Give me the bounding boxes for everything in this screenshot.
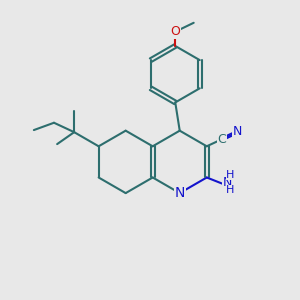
Text: O: O [170, 25, 180, 38]
Text: H: H [226, 185, 234, 195]
Text: N: N [175, 186, 185, 200]
Text: C: C [217, 133, 226, 146]
Text: H: H [226, 169, 234, 179]
Text: N: N [222, 176, 232, 189]
Text: N: N [233, 125, 242, 138]
